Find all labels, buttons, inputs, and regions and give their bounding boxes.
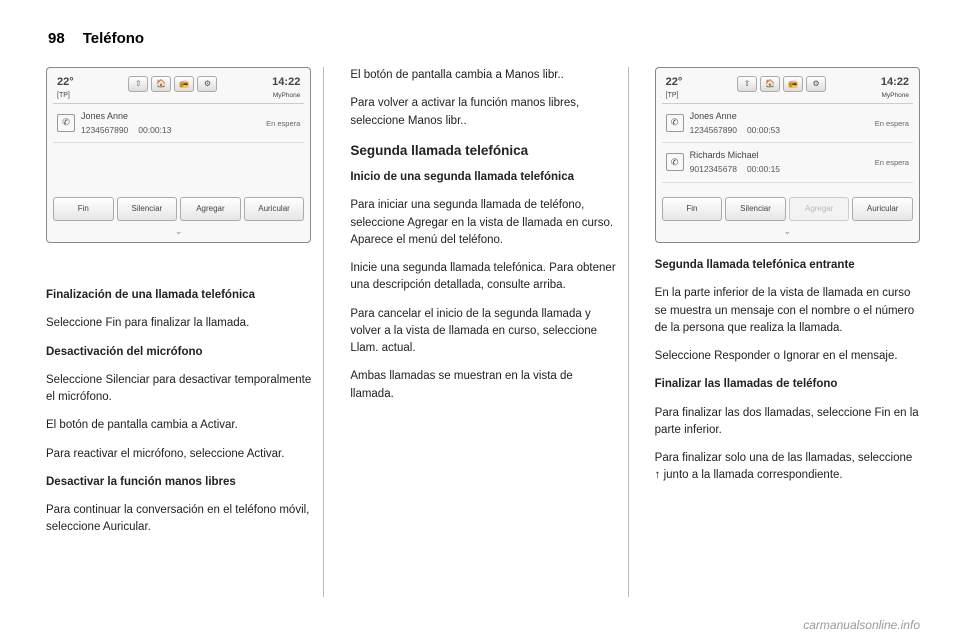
text-manos-2: Para volver a activar la función manos l… xyxy=(350,95,615,130)
phone-label: MyPhone xyxy=(881,91,909,101)
text-end-2: Para finalizar solo una de las llamadas,… xyxy=(655,450,920,485)
clock: 14:22 xyxy=(881,74,909,91)
caller-number: 1234567890 xyxy=(81,124,128,137)
nav-icon[interactable]: ⇧ xyxy=(737,76,757,92)
caller-name-2: Richards Michael xyxy=(690,149,869,163)
text-mute-2: El botón de pantalla cambia a Activar. xyxy=(46,417,311,434)
silenciar-button[interactable]: Silenciar xyxy=(117,197,178,221)
heading-incoming-second: Segunda llamada telefónica entrante xyxy=(655,259,855,271)
caller-number-1: 1234567890 xyxy=(690,124,737,137)
tp-indicator: [TP] xyxy=(57,91,74,102)
auricular-button[interactable]: Auricular xyxy=(852,197,913,221)
caller-name-1: Jones Anne xyxy=(690,110,869,124)
call-row-1: ✆ Jones Anne 1234567890 00:00:13 En espe… xyxy=(53,104,304,143)
agregar-button-disabled: Agregar xyxy=(789,197,850,221)
nav-icon[interactable]: ⇧ xyxy=(128,76,148,92)
heading-second-call: Segunda llamada telefónica xyxy=(350,141,615,161)
text-incoming-1: En la parte inferior de la vista de llam… xyxy=(655,285,920,337)
text-mute-3: Para reactivar el micrófono, seleccione … xyxy=(46,446,311,463)
text-manos-1: El botón de pantalla cambia a Manos libr… xyxy=(350,67,615,84)
button-row: Fin Silenciar Agregar Auricular xyxy=(662,193,913,223)
fin-button[interactable]: Fin xyxy=(53,197,114,221)
column-3: 22° [TP] ⇧ 🏠 📻 ⚙ 14:22 MyPhone xyxy=(649,67,920,597)
silenciar-button[interactable]: Silenciar xyxy=(725,197,786,221)
call-duration-2: 00:00:15 xyxy=(747,163,780,176)
heading-mute: Desactivación del micrófono xyxy=(46,346,203,358)
text-start-4: Ambas llamadas se muestran en la vista d… xyxy=(350,368,615,403)
content-columns: 22° [TP] ⇧ 🏠 📻 ⚙ 14:22 MyPhone xyxy=(40,67,920,597)
call-duration: 00:00:13 xyxy=(138,124,171,137)
call-row-1: ✆ Jones Anne 1234567890 00:00:53 En espe… xyxy=(662,104,913,143)
heading-start-second: Inicio de una segunda llamada telefónica xyxy=(350,171,574,183)
call-row-2: ✆ Richards Michael 9012345678 00:00:15 E… xyxy=(662,143,913,182)
phone-label: MyPhone xyxy=(272,91,300,101)
text-start-3: Para cancelar el inicio de la segunda ll… xyxy=(350,306,615,358)
page-number: 98 xyxy=(48,30,65,47)
hangup-icon[interactable]: ✆ xyxy=(57,114,75,132)
text-start-1: Para iniciar una segunda llamada de telé… xyxy=(350,197,615,249)
agregar-button[interactable]: Agregar xyxy=(180,197,241,221)
heading-end-calls: Finalizar las llamadas de teléfono xyxy=(655,378,838,390)
text-mute-1: Seleccione Silenciar para desactivar tem… xyxy=(46,372,311,407)
text-handsfree-off: Para continuar la conversación en el tel… xyxy=(46,502,311,537)
hangup-icon[interactable]: ✆ xyxy=(666,153,684,171)
call-duration-1: 00:00:53 xyxy=(747,124,780,137)
caller-number-2: 9012345678 xyxy=(690,163,737,176)
text-end-call: Seleccione Fin para finalizar la llamada… xyxy=(46,315,311,332)
clock: 14:22 xyxy=(272,74,300,91)
heading-handsfree-off: Desactivar la función manos libres xyxy=(46,476,236,488)
chevron-down-icon[interactable]: ⌄ xyxy=(53,223,304,239)
radio-icon[interactable]: 📻 xyxy=(174,76,194,92)
tp-indicator: [TP] xyxy=(666,91,683,102)
temperature: 22° xyxy=(666,74,683,91)
watermark: carmanualsonline.info xyxy=(803,618,920,632)
text-start-2: Inicie una segunda llamada telefónica. P… xyxy=(350,260,615,295)
caller-name: Jones Anne xyxy=(81,110,260,124)
column-2: El botón de pantalla cambia a Manos libr… xyxy=(344,67,628,597)
heading-end-call: Finalización de una llamada telefónica xyxy=(46,289,255,301)
text-end-1: Para finalizar las dos llamadas, selecci… xyxy=(655,405,920,440)
fin-button[interactable]: Fin xyxy=(662,197,723,221)
call-status-2: En espera xyxy=(875,157,909,168)
settings-icon[interactable]: ⚙ xyxy=(806,76,826,92)
section-title: Teléfono xyxy=(83,30,144,47)
settings-icon[interactable]: ⚙ xyxy=(197,76,217,92)
home-icon[interactable]: 🏠 xyxy=(151,76,171,92)
page-header: 98 Teléfono xyxy=(40,30,920,47)
top-icon-row: ⇧ 🏠 📻 ⚙ xyxy=(128,76,217,92)
column-1: 22° [TP] ⇧ 🏠 📻 ⚙ 14:22 MyPhone xyxy=(40,67,324,597)
chevron-down-icon[interactable]: ⌄ xyxy=(662,223,913,239)
button-row: Fin Silenciar Agregar Auricular xyxy=(53,193,304,223)
auricular-button[interactable]: Auricular xyxy=(244,197,305,221)
phone-screen-two-calls: 22° [TP] ⇧ 🏠 📻 ⚙ 14:22 MyPhone xyxy=(655,67,920,243)
phone-screen-single-call: 22° [TP] ⇧ 🏠 📻 ⚙ 14:22 MyPhone xyxy=(46,67,311,243)
top-icon-row: ⇧ 🏠 📻 ⚙ xyxy=(737,76,826,92)
call-status-1: En espera xyxy=(875,118,909,129)
radio-icon[interactable]: 📻 xyxy=(783,76,803,92)
home-icon[interactable]: 🏠 xyxy=(760,76,780,92)
temperature: 22° xyxy=(57,74,74,91)
call-status: En espera xyxy=(266,118,300,129)
hangup-icon[interactable]: ✆ xyxy=(666,114,684,132)
text-incoming-2: Seleccione Responder o Ignorar en el men… xyxy=(655,348,920,365)
